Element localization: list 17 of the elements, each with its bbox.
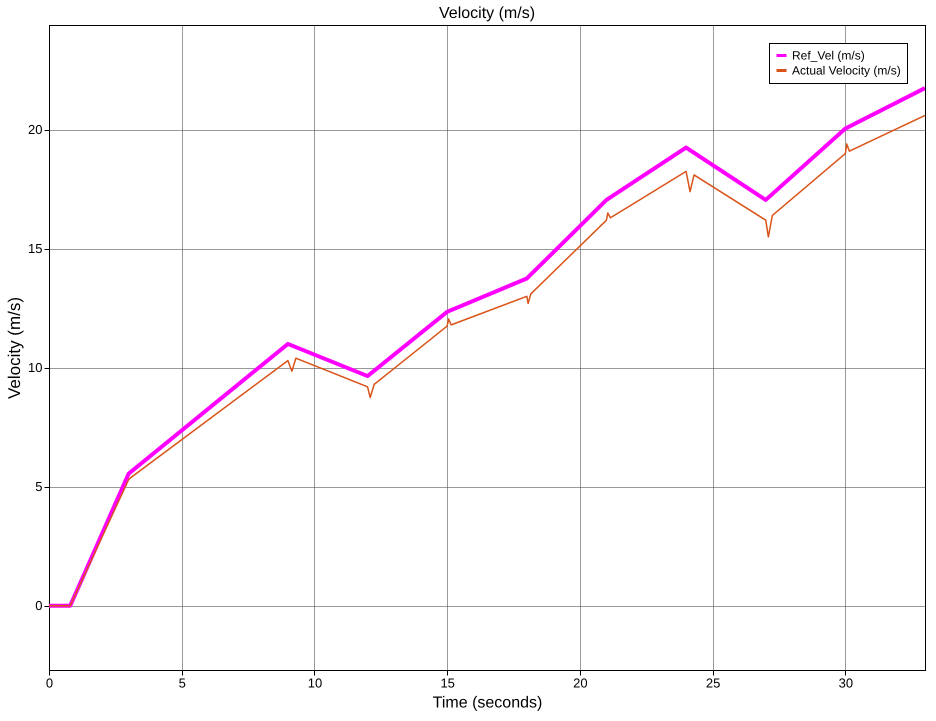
x-tick-label: 10 [308,676,322,690]
y-tick-label: 0 [35,598,42,614]
x-tick-label: 25 [706,676,720,690]
legend-label: Actual Velocity (m/s) [792,64,901,78]
legend-label: Ref_Vel (m/s) [792,48,865,62]
y-tick-label: 5 [35,479,42,494]
y-tick-label: 20 [28,122,42,138]
x-axis-title: Time (seconds) [432,694,542,712]
y-axis-title: Velocity (m/s) [5,296,24,400]
x-tick-label: 15 [440,676,455,690]
chart-title: Velocity (m/s) [438,5,536,22]
x-tick-label: 20 [573,676,588,690]
y-tick-label: 15 [28,241,42,256]
x-tick-label: 30 [838,676,854,690]
y-tick-label: 10 [28,360,42,376]
x-tick-label: 0 [46,676,54,690]
x-tick-label: 5 [178,676,186,690]
